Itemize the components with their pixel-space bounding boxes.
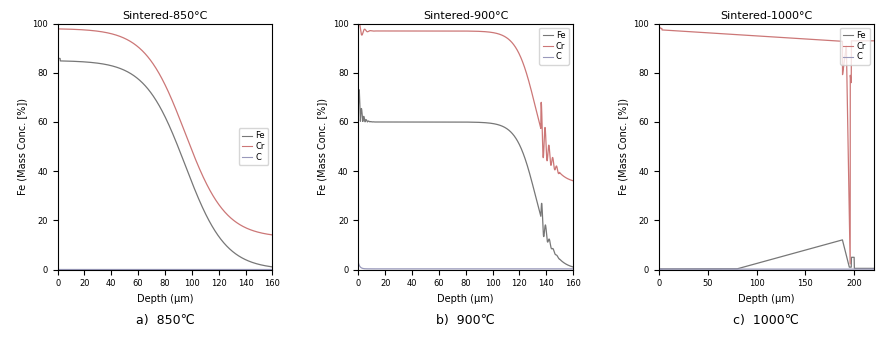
Y-axis label: Fe (Mass Conc. [%]): Fe (Mass Conc. [%]) [17,98,27,195]
Text: c)  1000℃: c) 1000℃ [733,314,798,327]
X-axis label: Depth (μm): Depth (μm) [437,294,494,304]
X-axis label: Depth (μm): Depth (μm) [136,294,193,304]
Text: a)  850℃: a) 850℃ [136,314,194,327]
Y-axis label: Fe (Mass Conc. [%]): Fe (Mass Conc. [%]) [317,98,327,195]
Y-axis label: Fe (Mass Conc. [%]): Fe (Mass Conc. [%]) [618,98,627,195]
Legend: Fe, Cr, C: Fe, Cr, C [238,128,268,165]
X-axis label: Depth (μm): Depth (μm) [737,294,794,304]
Title: Sintered-850°C: Sintered-850°C [122,11,207,22]
Text: b)  900℃: b) 900℃ [436,314,494,327]
Legend: Fe, Cr, C: Fe, Cr, C [539,28,568,65]
Title: Sintered-1000°C: Sintered-1000°C [719,11,812,22]
Legend: Fe, Cr, C: Fe, Cr, C [839,28,868,65]
Title: Sintered-900°C: Sintered-900°C [423,11,508,22]
